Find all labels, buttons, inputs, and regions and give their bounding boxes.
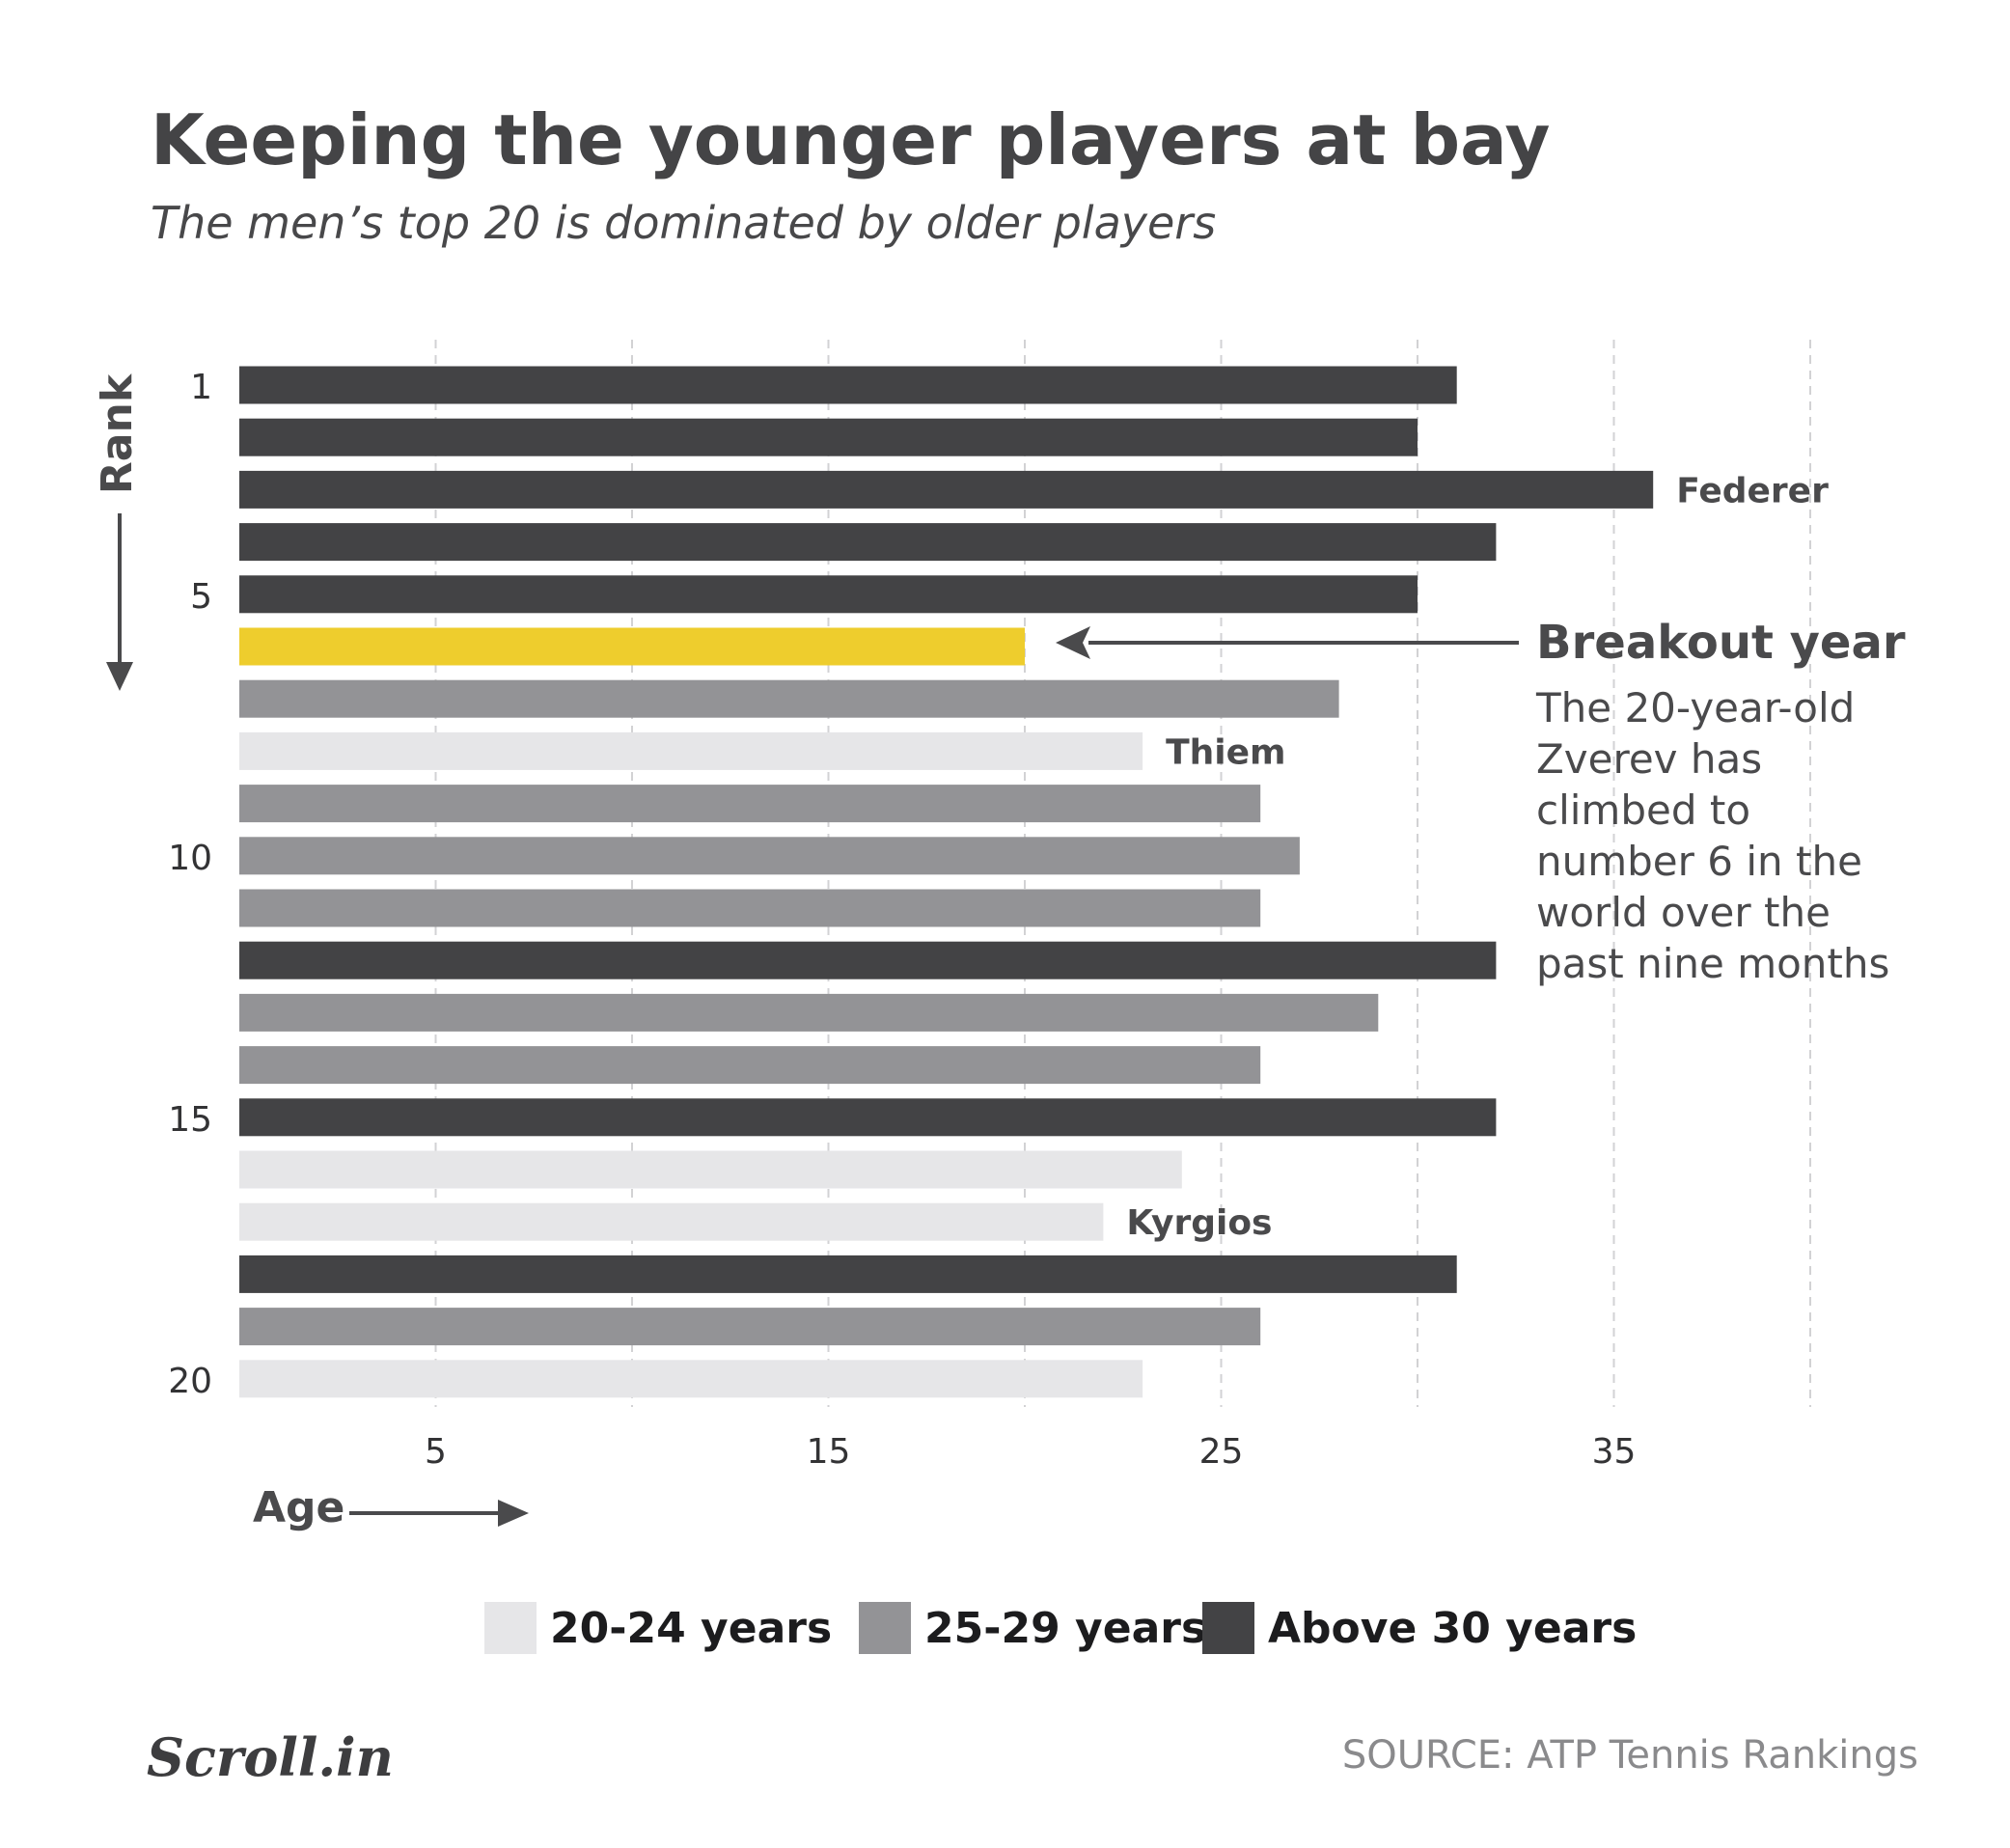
bar-rank-3 [239, 470, 1654, 509]
bar-label: Kyrgios [1126, 1203, 1272, 1243]
chart-title: Keeping the younger players at bay [151, 99, 1550, 180]
bar-rank-10 [239, 837, 1300, 875]
bar-rank-20 [239, 1360, 1143, 1398]
bar-rank-5 [239, 575, 1418, 614]
bars [239, 366, 1654, 1398]
x-tick-label: 5 [425, 1432, 447, 1472]
bar-rank-7 [239, 679, 1339, 718]
bar-rank-19 [239, 1308, 1261, 1346]
age-arrow-icon [349, 1500, 529, 1527]
annotation-line: past nine months [1536, 940, 1889, 987]
legend-label: Above 30 years [1268, 1604, 1637, 1653]
legend: 20-24 years 25-29 years Above 30 years [484, 1602, 1637, 1654]
rank-arrow-icon [106, 513, 133, 691]
source-note: SOURCE: ATP Tennis Rankings [1342, 1733, 1918, 1778]
x-tick-label: 25 [1199, 1432, 1244, 1472]
legend-label: 20-24 years [550, 1604, 832, 1653]
bar-rank-14 [239, 1046, 1261, 1085]
bar-rank-11 [239, 889, 1261, 927]
annotation-line: The 20-year-old [1535, 684, 1855, 731]
bar-rank-2 [239, 418, 1418, 456]
bar-rank-18 [239, 1255, 1457, 1293]
chart-subtitle: The men’s top 20 is dominated by older p… [151, 197, 1216, 249]
x-tick-label: 15 [807, 1432, 851, 1472]
bar-rank-12 [239, 941, 1497, 979]
annotation-line: climbed to [1536, 786, 1750, 834]
annotation-title: Breakout year [1536, 616, 1906, 670]
y-tick-label: 5 [190, 577, 212, 617]
x-tick-labels: 5 15 25 35 [425, 1432, 1636, 1472]
bar-rank-6 [239, 627, 1025, 666]
bar-rank-17 [239, 1202, 1104, 1241]
y-axis-label: Rank [93, 372, 142, 494]
scroll-logo: Scroll.in [147, 1726, 394, 1788]
bar-rank-13 [239, 993, 1379, 1032]
bar-label: Thiem [1166, 732, 1285, 772]
y-tick-label: 15 [168, 1100, 212, 1140]
bar-rank-1 [239, 366, 1457, 404]
legend-swatch [859, 1602, 911, 1654]
x-axis-label: Age [253, 1483, 344, 1532]
bar-labels: Federer Thiem Kyrgios [1126, 471, 1829, 1243]
bar-rank-4 [239, 523, 1497, 562]
legend-swatch [484, 1602, 537, 1654]
x-tick-label: 35 [1592, 1432, 1637, 1472]
bar-label: Federer [1676, 471, 1829, 510]
annotation-line: number 6 in the [1536, 838, 1862, 885]
annotation-line: world over the [1536, 889, 1831, 936]
y-tick-label: 10 [168, 839, 212, 878]
bar-rank-16 [239, 1150, 1182, 1189]
bar-rank-9 [239, 785, 1261, 823]
annotation-arrow-icon [1056, 626, 1519, 659]
legend-label: 25-29 years [924, 1604, 1206, 1653]
annotation-line: Zverev has [1536, 735, 1762, 783]
bar-rank-15 [239, 1098, 1497, 1137]
y-tick-label: 1 [190, 368, 212, 407]
y-tick-label: 20 [168, 1362, 212, 1401]
bar-rank-8 [239, 731, 1143, 770]
legend-swatch [1202, 1602, 1254, 1654]
